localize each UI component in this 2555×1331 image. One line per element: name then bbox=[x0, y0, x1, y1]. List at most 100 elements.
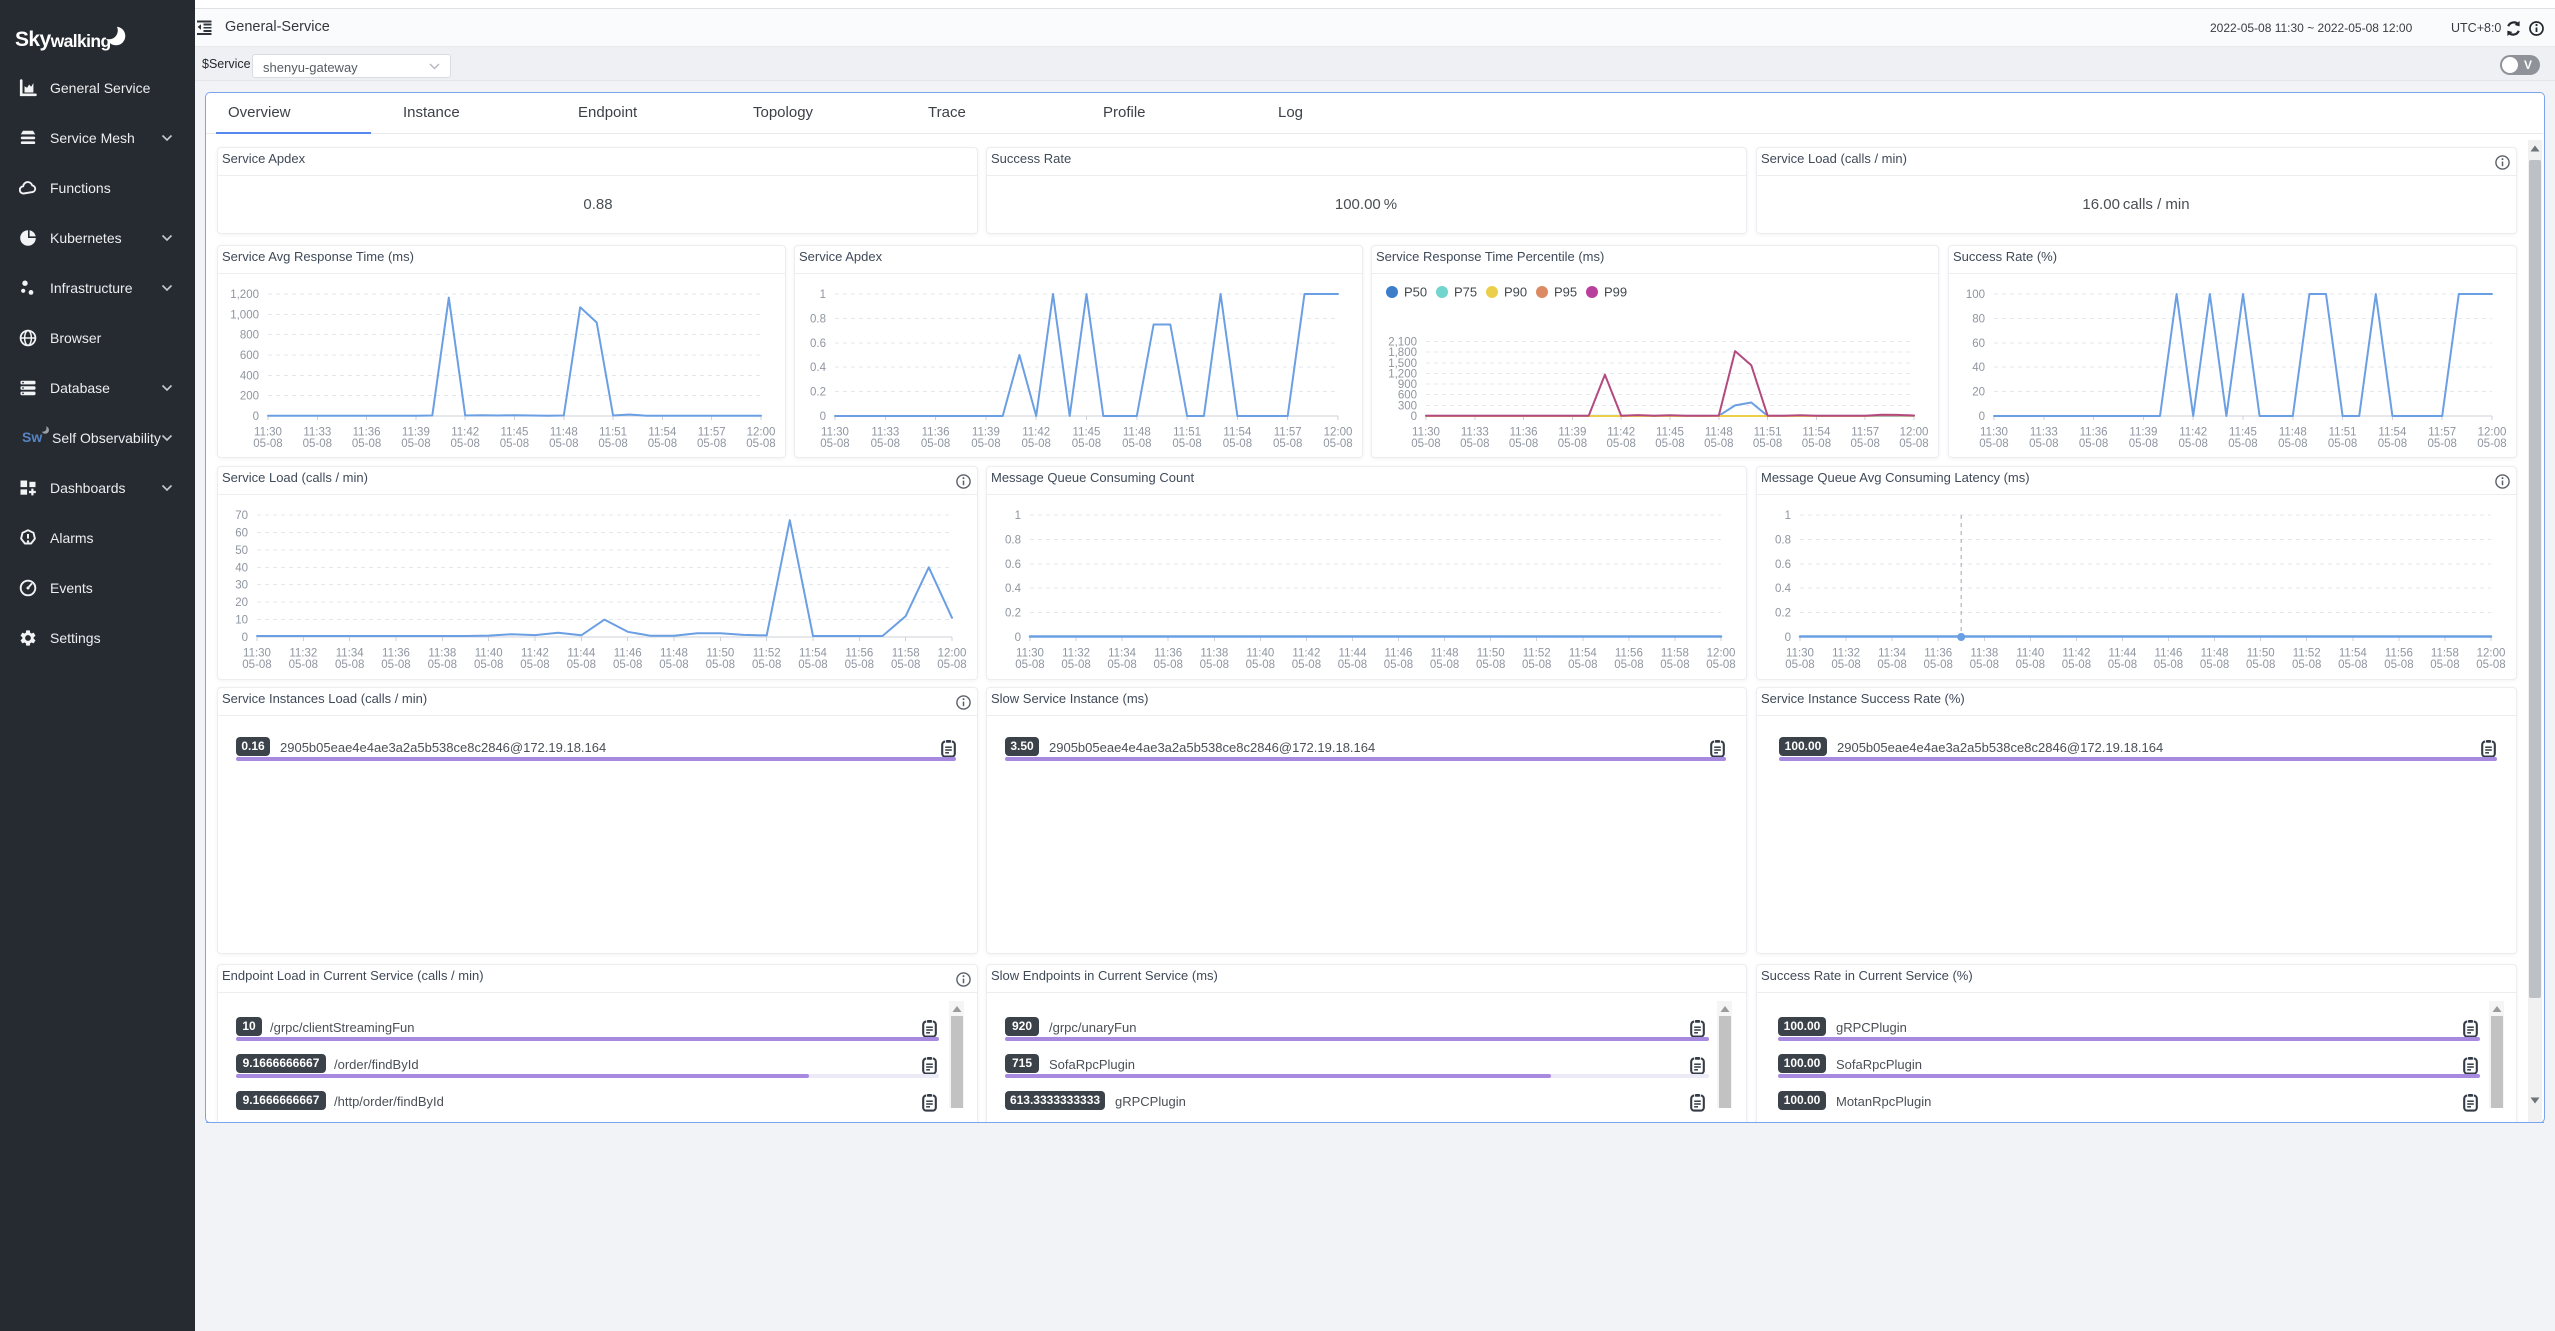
svg-text:400: 400 bbox=[240, 370, 259, 382]
svg-text:11:36: 11:36 bbox=[382, 648, 410, 660]
svg-text:11:44: 11:44 bbox=[1339, 648, 1368, 660]
svg-text:60: 60 bbox=[235, 527, 248, 539]
svg-text:11:39: 11:39 bbox=[402, 427, 430, 439]
svg-text:05-08: 05-08 bbox=[352, 438, 381, 450]
svg-text:11:52: 11:52 bbox=[1523, 648, 1551, 660]
svg-text:05-08: 05-08 bbox=[706, 659, 735, 671]
svg-text:12:00: 12:00 bbox=[1324, 427, 1353, 439]
svg-text:11:38: 11:38 bbox=[1970, 648, 1998, 660]
svg-text:05-08: 05-08 bbox=[1558, 438, 1587, 450]
svg-text:11:46: 11:46 bbox=[614, 648, 642, 660]
svg-text:11:52: 11:52 bbox=[753, 648, 781, 660]
svg-text:05-08: 05-08 bbox=[1509, 438, 1538, 450]
svg-text:05-08: 05-08 bbox=[289, 659, 318, 671]
svg-text:05-08: 05-08 bbox=[450, 438, 479, 450]
svg-text:11:48: 11:48 bbox=[2201, 648, 2229, 660]
svg-text:11:42: 11:42 bbox=[1292, 648, 1320, 660]
svg-text:05-08: 05-08 bbox=[613, 659, 642, 671]
svg-text:05-08: 05-08 bbox=[1802, 438, 1831, 450]
svg-text:11:54: 11:54 bbox=[2378, 427, 2407, 439]
svg-text:11:54: 11:54 bbox=[799, 648, 828, 660]
svg-text:0: 0 bbox=[253, 411, 259, 423]
svg-text:05-08: 05-08 bbox=[1107, 659, 1136, 671]
svg-text:12:00: 12:00 bbox=[938, 648, 967, 660]
svg-text:P75: P75 bbox=[1454, 285, 1477, 300]
svg-text:11:30: 11:30 bbox=[821, 427, 849, 439]
svg-text:1,800: 1,800 bbox=[1388, 347, 1417, 359]
svg-text:05-08: 05-08 bbox=[1172, 438, 1201, 450]
svg-text:05-08: 05-08 bbox=[1072, 438, 1101, 450]
svg-text:12:00: 12:00 bbox=[1900, 427, 1929, 439]
svg-text:05-08: 05-08 bbox=[2129, 438, 2158, 450]
svg-text:300: 300 bbox=[1398, 400, 1417, 412]
svg-text:0.6: 0.6 bbox=[810, 338, 826, 350]
svg-text:05-08: 05-08 bbox=[2430, 659, 2459, 671]
svg-text:11:42: 11:42 bbox=[1022, 427, 1050, 439]
svg-text:05-08: 05-08 bbox=[1200, 659, 1229, 671]
svg-text:05-08: 05-08 bbox=[1323, 438, 1352, 450]
svg-text:600: 600 bbox=[240, 350, 259, 362]
svg-text:11:30: 11:30 bbox=[243, 648, 271, 660]
svg-text:05-08: 05-08 bbox=[1153, 659, 1182, 671]
svg-text:05-08: 05-08 bbox=[659, 659, 688, 671]
svg-text:05-08: 05-08 bbox=[567, 659, 596, 671]
svg-text:11:54: 11:54 bbox=[2339, 648, 2368, 660]
svg-text:11:33: 11:33 bbox=[871, 427, 899, 439]
svg-text:05-08: 05-08 bbox=[401, 438, 430, 450]
svg-text:11:32: 11:32 bbox=[1062, 648, 1090, 660]
svg-text:11:32: 11:32 bbox=[289, 648, 317, 660]
svg-text:11:50: 11:50 bbox=[706, 648, 734, 660]
svg-text:05-08: 05-08 bbox=[500, 438, 529, 450]
svg-text:11:50: 11:50 bbox=[2247, 648, 2275, 660]
svg-text:0: 0 bbox=[1411, 411, 1417, 423]
svg-text:05-08: 05-08 bbox=[474, 659, 503, 671]
svg-text:05-08: 05-08 bbox=[1021, 438, 1050, 450]
svg-text:05-08: 05-08 bbox=[1273, 438, 1302, 450]
svg-text:11:48: 11:48 bbox=[1123, 427, 1151, 439]
svg-text:11:40: 11:40 bbox=[475, 648, 503, 660]
svg-text:0.4: 0.4 bbox=[810, 362, 827, 374]
svg-text:100: 100 bbox=[1966, 289, 1985, 301]
svg-text:11:36: 11:36 bbox=[1924, 648, 1952, 660]
svg-text:05-08: 05-08 bbox=[1568, 659, 1597, 671]
svg-text:05-08: 05-08 bbox=[1246, 659, 1275, 671]
svg-text:11:40: 11:40 bbox=[1246, 648, 1274, 660]
svg-text:05-08: 05-08 bbox=[2228, 438, 2257, 450]
svg-text:0.8: 0.8 bbox=[1005, 534, 1021, 546]
svg-text:05-08: 05-08 bbox=[2246, 659, 2275, 671]
svg-text:20: 20 bbox=[235, 597, 248, 609]
svg-text:05-08: 05-08 bbox=[1970, 659, 1999, 671]
svg-text:11:57: 11:57 bbox=[1851, 427, 1879, 439]
svg-text:05-08: 05-08 bbox=[1015, 659, 1044, 671]
svg-text:11:54: 11:54 bbox=[648, 427, 677, 439]
svg-text:05-08: 05-08 bbox=[1460, 438, 1489, 450]
svg-text:05-08: 05-08 bbox=[1411, 438, 1440, 450]
svg-text:11:34: 11:34 bbox=[1878, 648, 1907, 660]
svg-text:11:30: 11:30 bbox=[1412, 427, 1440, 439]
svg-text:600: 600 bbox=[1398, 390, 1417, 402]
svg-text:0.8: 0.8 bbox=[1775, 534, 1791, 546]
svg-text:05-08: 05-08 bbox=[1614, 659, 1643, 671]
svg-text:05-08: 05-08 bbox=[820, 438, 849, 450]
svg-text:05-08: 05-08 bbox=[1785, 659, 1814, 671]
svg-text:05-08: 05-08 bbox=[381, 659, 410, 671]
svg-text:P95: P95 bbox=[1554, 285, 1577, 300]
svg-text:12:00: 12:00 bbox=[2478, 427, 2507, 439]
svg-text:05-08: 05-08 bbox=[2062, 659, 2091, 671]
svg-text:05-08: 05-08 bbox=[1606, 438, 1635, 450]
svg-text:11:33: 11:33 bbox=[2030, 427, 2058, 439]
svg-text:11:38: 11:38 bbox=[428, 648, 456, 660]
svg-text:20: 20 bbox=[1972, 387, 1985, 399]
svg-text:11:33: 11:33 bbox=[1461, 427, 1489, 439]
svg-text:05-08: 05-08 bbox=[2200, 659, 2229, 671]
svg-text:05-08: 05-08 bbox=[1706, 659, 1735, 671]
svg-text:11:48: 11:48 bbox=[1431, 648, 1459, 660]
svg-text:05-08: 05-08 bbox=[598, 438, 627, 450]
svg-text:11:44: 11:44 bbox=[567, 648, 596, 660]
svg-text:05-08: 05-08 bbox=[1655, 438, 1684, 450]
svg-text:1,200: 1,200 bbox=[1388, 368, 1417, 380]
svg-text:05-08: 05-08 bbox=[2029, 438, 2058, 450]
svg-text:05-08: 05-08 bbox=[1522, 659, 1551, 671]
svg-text:12:00: 12:00 bbox=[747, 427, 776, 439]
svg-text:0.2: 0.2 bbox=[810, 387, 826, 399]
